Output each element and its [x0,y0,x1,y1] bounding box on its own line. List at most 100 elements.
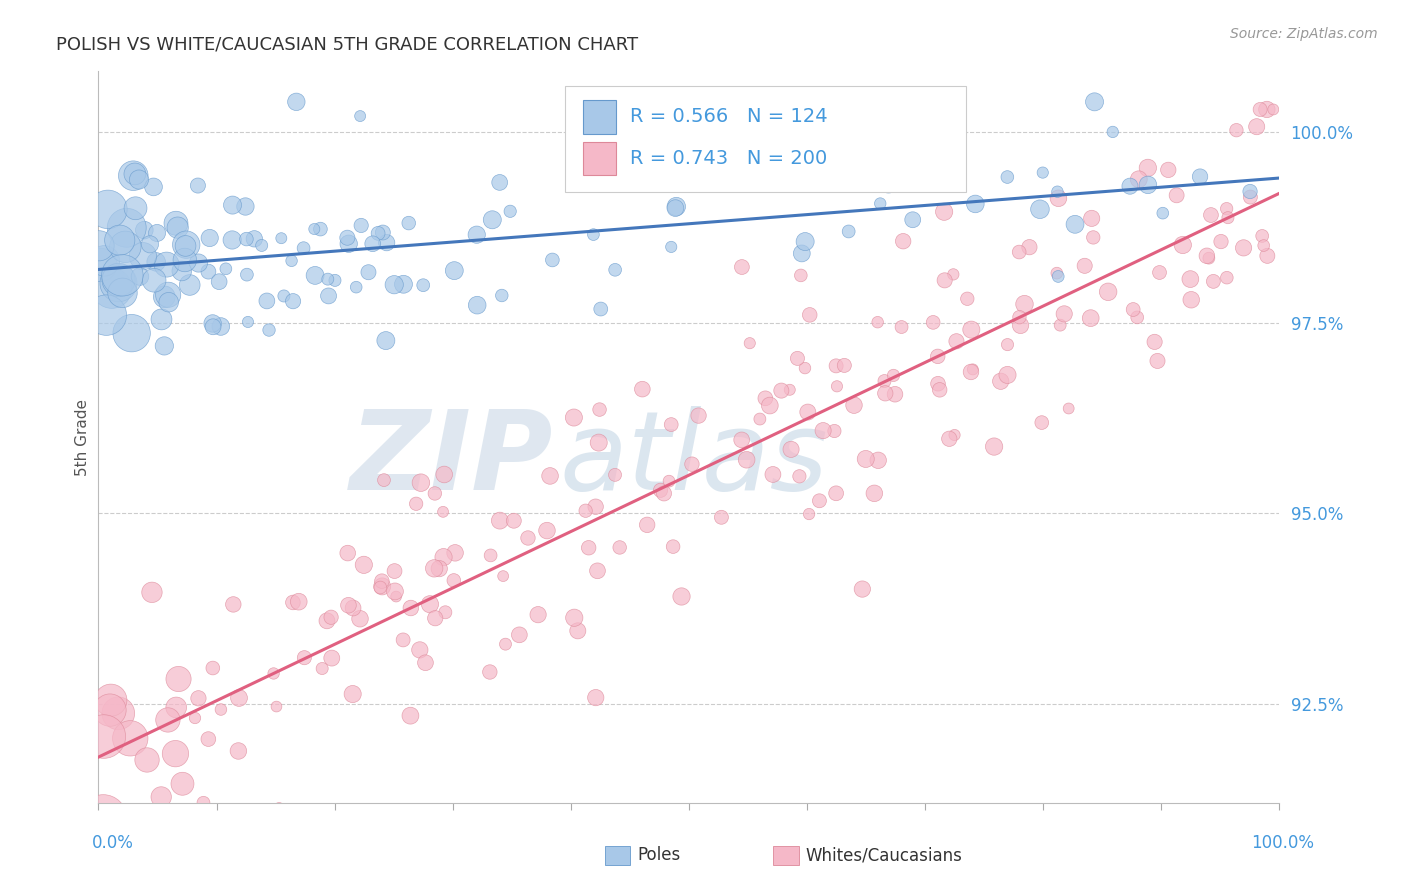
Point [228,744,250,758]
Point [209,702,232,716]
Point [1263,103,1285,117]
Point [349,612,371,626]
Point [309,222,332,236]
Point [766,174,789,188]
Point [399,708,422,723]
Point [585,690,607,705]
Point [603,467,626,482]
Point [336,546,359,560]
Point [807,144,830,158]
Point [585,500,607,514]
Point [1080,211,1102,226]
Text: Poles: Poles [637,847,681,864]
Point [132,249,155,263]
Point [443,574,465,588]
Point [934,204,956,219]
Text: R = 0.743   N = 200: R = 0.743 N = 200 [630,149,827,168]
Point [250,238,273,252]
Point [235,232,257,246]
Point [91,811,114,825]
Point [1199,208,1222,222]
Text: ZIP: ZIP [350,406,553,513]
Point [166,220,188,235]
Point [215,261,238,276]
Point [97,202,120,217]
Point [409,475,432,490]
Point [688,409,710,423]
Point [398,216,420,230]
Point [373,473,395,487]
Point [115,220,138,235]
Point [280,253,302,268]
Point [222,598,245,612]
Point [1047,191,1070,205]
Point [1246,120,1268,134]
Point [508,628,530,642]
Point [825,379,848,393]
Point [349,109,371,123]
Point [851,582,873,596]
Point [285,95,308,109]
Point [425,611,447,625]
Point [1073,259,1095,273]
Point [922,315,945,329]
Point [184,711,207,725]
Point [1083,230,1105,244]
Point [273,289,295,303]
Point [1149,265,1171,279]
Point [100,693,122,707]
Point [759,399,782,413]
Point [311,661,333,675]
Point [942,268,965,282]
Point [1166,188,1188,202]
Point [858,171,880,186]
Point [489,514,512,528]
Point [1032,165,1054,179]
Point [873,374,896,388]
Point [382,277,405,292]
Point [956,292,979,306]
Point [823,424,845,438]
Point [997,368,1019,382]
Point [995,169,1018,184]
Point [257,323,280,337]
Point [589,301,612,316]
FancyBboxPatch shape [582,142,616,175]
Point [605,262,627,277]
Point [145,255,167,269]
Point [499,204,522,219]
Point [409,643,432,657]
Point [1157,162,1180,177]
Point [1080,311,1102,326]
Point [478,665,501,679]
Point [107,706,129,721]
Point [1251,228,1274,243]
Point [1057,401,1080,416]
Point [1046,266,1069,280]
Point [575,504,598,518]
Point [201,661,224,675]
Point [738,336,761,351]
Point [405,497,427,511]
Point [884,387,907,401]
Point [465,227,488,242]
Point [866,315,889,329]
Point [582,227,605,242]
Point [1198,251,1220,265]
Point [945,334,967,349]
Point [901,212,924,227]
Point [167,672,190,686]
Point [361,236,384,251]
Point [434,605,457,619]
Point [385,590,408,604]
Point [586,564,609,578]
Point [662,540,685,554]
Point [808,493,831,508]
Point [1014,297,1036,311]
Point [730,433,752,447]
Point [353,558,375,572]
Point [1010,318,1032,333]
Point [399,601,422,615]
Point [538,469,561,483]
Point [754,392,776,406]
